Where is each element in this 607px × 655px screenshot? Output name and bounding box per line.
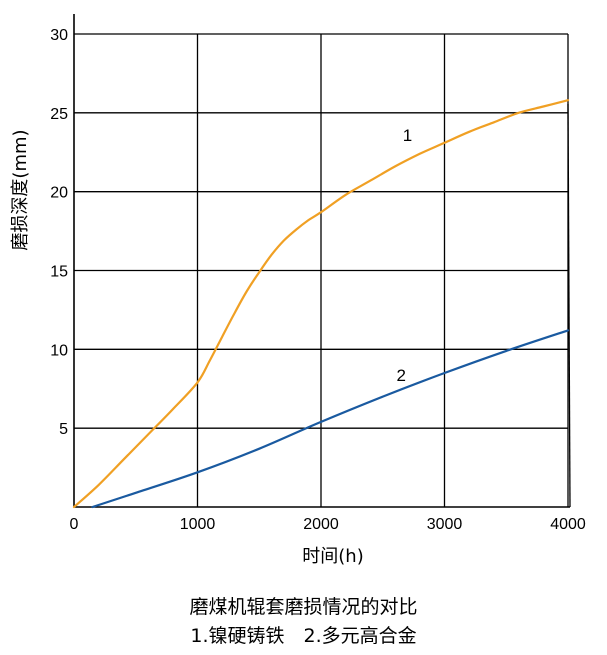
grid-lines [74,33,569,507]
x-tick-label: 4000 [550,516,586,533]
y-tick-label: 10 [50,342,68,359]
x-tick-label: 3000 [427,516,463,533]
series-line-2 [91,329,570,509]
figure-caption-title: 磨煤机辊套磨损情况的对比 [189,596,418,618]
y-axis-label: 磨损深度(mm) [10,129,31,250]
x-tick-label: 2000 [303,516,339,533]
figure-caption-legend: 1.镍硬铸铁 2.多元高合金 [190,625,417,647]
y-tick-label: 30 [50,27,68,44]
series-labels: 12 [397,126,413,385]
series-label-2: 2 [397,366,406,385]
y-tick-label: 15 [50,264,68,281]
tick-labels: 5 10 15 20 25 30 0 1000 2000 3000 4000 [50,27,586,533]
series-line-1 [72,99,570,509]
x-tick-label: 0 [70,516,79,533]
y-tick-label: 5 [59,421,68,438]
x-axis-label: 时间(h) [302,546,363,567]
y-tick-label: 20 [50,185,68,202]
series-label-1: 1 [403,126,412,145]
right-edge-line [567,103,571,508]
axes [73,14,571,508]
series-layer [72,99,570,509]
y-tick-label: 25 [50,106,68,123]
x-tick-label: 1000 [180,516,216,533]
